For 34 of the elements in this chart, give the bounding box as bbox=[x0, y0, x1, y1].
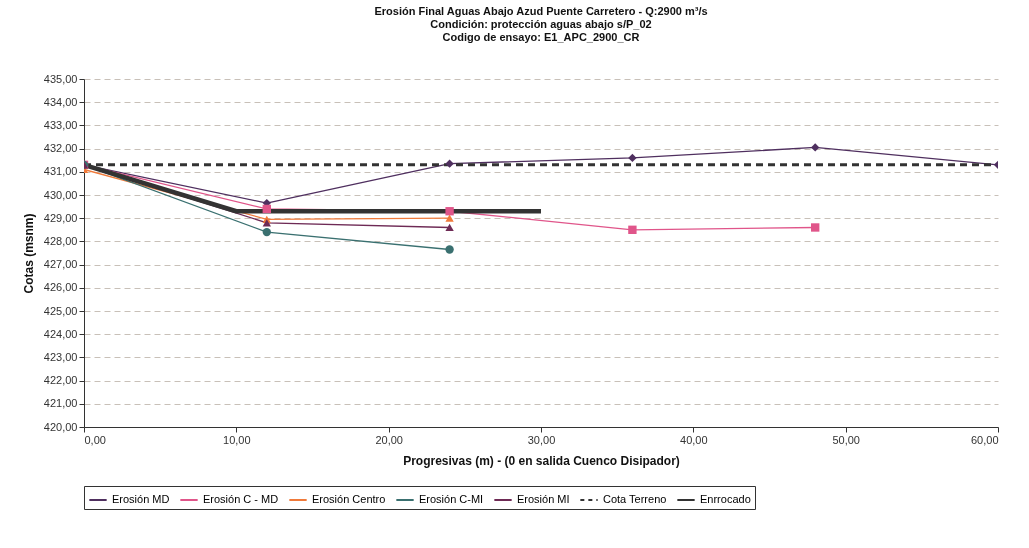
legend-label: Erosión MD bbox=[112, 493, 170, 505]
legend-label: Erosión C - MD bbox=[203, 493, 279, 505]
y-tick-label: 431,00 bbox=[43, 165, 78, 178]
y-tick-label: 435,00 bbox=[43, 72, 78, 85]
y-tick-label: 434,00 bbox=[43, 95, 78, 108]
y-tick-label: 428,00 bbox=[43, 234, 78, 247]
y-tick-label: 421,00 bbox=[43, 397, 78, 410]
chart-title: Erosión Final Aguas Abajo Azud Puente Carretero - Q:2900 m³/s bbox=[374, 5, 708, 17]
chart-subtitle: Condición: protección aguas abajo s/P_02 Codigo de ensayo: E1_APC_2900_CR bbox=[430, 18, 652, 43]
x-axis-title: Progresivas (m) - (0 en salida Cuenco Disipador) bbox=[403, 453, 680, 468]
y-tick-label: 420,00 bbox=[43, 420, 78, 433]
y-tick-label: 429,00 bbox=[43, 211, 78, 224]
y-tick-label: 432,00 bbox=[43, 142, 78, 155]
x-tick-label: 0,00 bbox=[84, 433, 106, 446]
legend-label: Erosión MI bbox=[517, 493, 570, 505]
y-tick-label: 424,00 bbox=[43, 327, 78, 340]
legend-label: Cota Terreno bbox=[603, 493, 667, 505]
legend-label: Enrrocado bbox=[700, 493, 751, 505]
x-tick-label: 60,00 bbox=[970, 433, 999, 446]
x-tick-label: 30,00 bbox=[527, 433, 556, 446]
y-tick-label: 433,00 bbox=[43, 118, 78, 131]
x-tick-label: 10,00 bbox=[223, 433, 251, 446]
y-tick-label: 426,00 bbox=[43, 281, 78, 294]
y-tick-label: 425,00 bbox=[43, 304, 78, 317]
y-tick-label: 430,00 bbox=[43, 188, 78, 201]
y-tick-label: 423,00 bbox=[43, 350, 78, 363]
y-axis-title: Cotas (msnm) bbox=[21, 213, 36, 294]
x-tick-label: 50,00 bbox=[832, 433, 860, 446]
y-tick-label: 422,00 bbox=[43, 374, 78, 387]
x-tick-label: 40,00 bbox=[680, 433, 708, 446]
legend-label: Erosión Centro bbox=[312, 493, 386, 505]
x-tick-label: 20,00 bbox=[375, 433, 403, 446]
legend-label: Erosión C-MI bbox=[419, 493, 484, 505]
y-tick-label: 427,00 bbox=[43, 258, 78, 271]
